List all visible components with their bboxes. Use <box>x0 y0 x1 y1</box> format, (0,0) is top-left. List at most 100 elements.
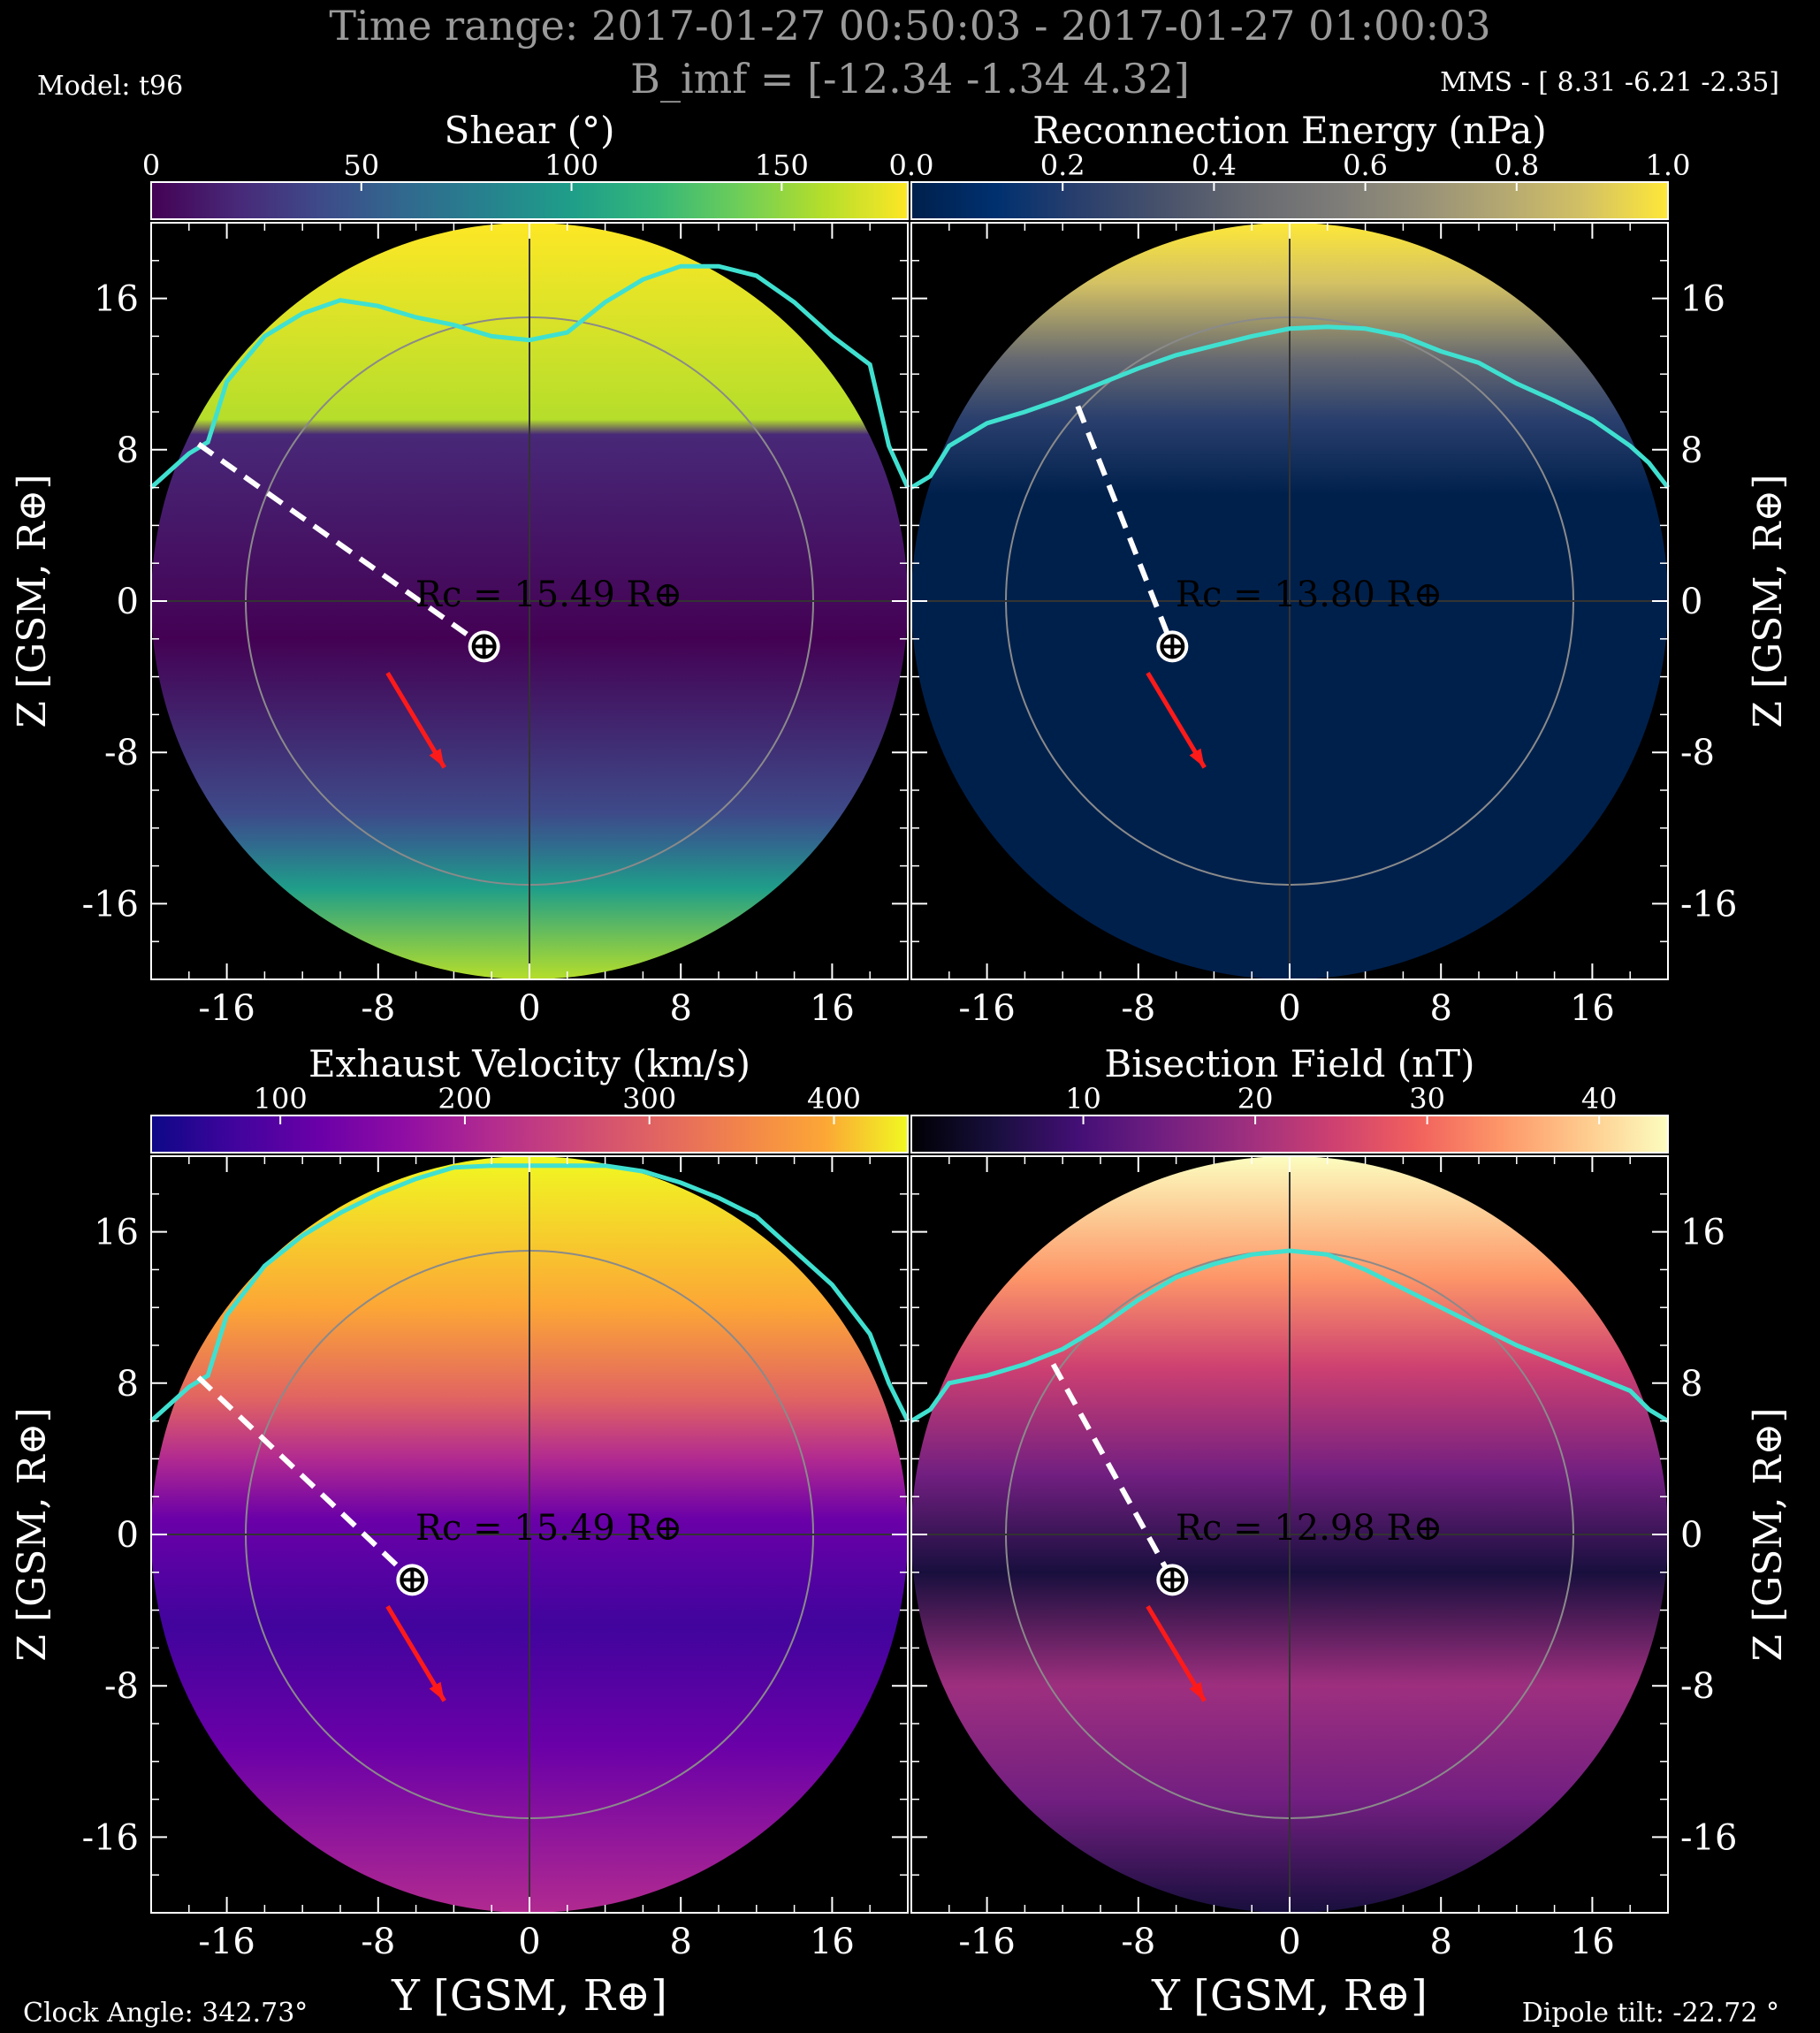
imf-label: B_imf = [-12.34 -1.34 4.32] <box>630 55 1190 103</box>
x-tick-label: -8 <box>361 988 395 1029</box>
y-tick-label: -16 <box>82 1817 139 1858</box>
panel-top-left: Shear (°) 0 50 100 150 Rc = 15.49 R⊕ -16 -8 0 8 16… <box>10 109 910 1029</box>
colorbar-tick-label: 0 <box>142 148 160 182</box>
x-tick-label: -8 <box>1121 1922 1155 1962</box>
rc-label: Rc = 15.49 R⊕ <box>415 1508 682 1549</box>
reconnection-line <box>196 1375 415 1582</box>
y-tick-label: 16 <box>94 1213 139 1253</box>
direction-arrow-head <box>429 748 445 768</box>
y-axis-label: Z [GSM, R⊕] <box>1746 474 1791 727</box>
y-tick-label: -8 <box>104 733 139 773</box>
x-axis-label: Y [GSM, R⊕] <box>1151 1971 1428 2021</box>
colorbar-tick-label: 0.8 <box>1494 148 1539 182</box>
y-tick-label: 8 <box>1680 430 1702 471</box>
direction-arrow <box>385 1605 446 1702</box>
x-tick-label: 16 <box>810 988 855 1029</box>
colorbar-tick-label: 400 <box>807 1082 861 1115</box>
colorbar-label: Reconnection Energy (nPa) <box>1032 109 1547 152</box>
colorbar-tick-label: 10 <box>1065 1082 1101 1115</box>
direction-arrow-head <box>429 1681 445 1702</box>
model-label: Model: t96 <box>37 71 184 102</box>
mms-position-label: MMS - [ 8.31 -6.21 -2.35] <box>1440 67 1779 98</box>
y-tick-label: 8 <box>1680 1364 1702 1405</box>
direction-arrow <box>385 672 446 769</box>
magnetopause-line <box>910 324 1670 490</box>
x-tick-label: 16 <box>810 1922 855 1962</box>
x-tick-label: 8 <box>669 988 691 1029</box>
reconnection-line <box>196 441 486 649</box>
colorbar <box>151 1115 908 1153</box>
direction-arrow <box>1146 1605 1207 1702</box>
x-tick-label: 16 <box>1570 988 1615 1029</box>
x-tick-label: 8 <box>1429 1922 1451 1962</box>
colorbar-tick-label: 1.0 <box>1646 148 1691 182</box>
figure-title: Time range: 2017-01-27 00:50:03 - 2017-0… <box>329 2 1491 49</box>
rc-label: Rc = 15.49 R⊕ <box>415 575 682 615</box>
y-tick-label: 16 <box>1680 1213 1725 1253</box>
colorbar-frame <box>150 1115 909 1154</box>
y-axis-label: Z [GSM, R⊕] <box>10 474 55 727</box>
colorbar-tick-label: 100 <box>544 148 598 182</box>
y-tick-label: -16 <box>82 884 139 925</box>
y-tick-label: 0 <box>117 582 139 622</box>
clock-angle-label: Clock Angle: 342.73° <box>23 1998 308 2029</box>
colorbar-tick-label: 200 <box>438 1082 491 1115</box>
y-tick-label: -16 <box>1680 1817 1737 1858</box>
y-tick-label: -16 <box>1680 884 1737 925</box>
reconnection-line <box>1050 1362 1175 1581</box>
rc-label: Rc = 12.98 R⊕ <box>1176 1508 1443 1549</box>
direction-arrow <box>1146 672 1207 769</box>
x-tick-label: 8 <box>669 1922 691 1962</box>
y-tick-label: 8 <box>117 430 139 471</box>
y-tick-label: 0 <box>1680 582 1702 622</box>
colorbar-tick-label: 30 <box>1409 1082 1445 1115</box>
magnetopause-line <box>149 263 910 490</box>
colorbar <box>151 182 908 219</box>
colorbar-label: Exhaust Velocity (km/s) <box>308 1042 750 1085</box>
colorbar <box>911 1115 1668 1153</box>
x-tick-label: -16 <box>958 1922 1015 1962</box>
colorbar-frame <box>910 181 1669 220</box>
colorbar-tick-label: 0.6 <box>1343 148 1388 182</box>
colorbar-frame <box>150 181 909 220</box>
colorbar-tick-label: 0.2 <box>1040 148 1085 182</box>
y-tick-label: 0 <box>117 1515 139 1556</box>
x-tick-label: -8 <box>361 1922 395 1962</box>
y-tick-label: 16 <box>94 279 139 320</box>
y-tick-label: -8 <box>104 1666 139 1707</box>
reconnection-line <box>1075 405 1176 648</box>
colorbar-tick-label: 150 <box>755 148 809 182</box>
colorbar-label: Shear (°) <box>445 109 615 152</box>
colorbar-tick-label: 0.0 <box>889 148 934 182</box>
x-tick-label: 8 <box>1429 988 1451 1029</box>
dipole-tilt-label: Dipole tilt: -22.72 ° <box>1521 1998 1779 2029</box>
x-tick-label: -16 <box>198 1922 255 1962</box>
x-tick-label: -16 <box>958 988 1015 1029</box>
panel-bottom-left: Exhaust Velocity (km/s)100 200 300 400 Rc = … <box>10 1042 910 2021</box>
y-axis-label: Z [GSM, R⊕] <box>1746 1407 1791 1661</box>
x-axis-label: Y [GSM, R⊕] <box>391 1971 667 2021</box>
y-tick-label: 0 <box>1680 1515 1702 1556</box>
direction-arrow-head <box>1189 748 1205 768</box>
panel-top-right: Reconnection Energy (nPa) 0.0 0.2 0.4 0.6 0.8… <box>889 109 1791 1029</box>
colorbar-tick-label: 100 <box>254 1082 308 1115</box>
y-tick-label: 16 <box>1680 279 1725 320</box>
x-tick-label: -8 <box>1121 988 1155 1029</box>
x-tick-label: 0 <box>1278 988 1300 1029</box>
direction-arrow-head <box>1189 1681 1205 1702</box>
x-tick-label: 0 <box>518 1922 540 1962</box>
colorbar-tick-label: 300 <box>622 1082 676 1115</box>
colorbar-tick-label: 40 <box>1581 1082 1618 1115</box>
y-tick-label: -8 <box>1680 733 1715 773</box>
x-tick-label: 16 <box>1570 1922 1615 1962</box>
x-tick-label: 0 <box>518 988 540 1029</box>
y-axis-label: Z [GSM, R⊕] <box>10 1407 55 1661</box>
panel-bottom-right: Bisection Field (nT)10 20 30 40 Rc = 12.98 R… <box>910 1042 1791 2021</box>
rc-label: Rc = 13.80 R⊕ <box>1176 575 1443 615</box>
colorbar-tick-label: 50 <box>343 148 379 182</box>
x-tick-label: 0 <box>1278 1922 1300 1962</box>
x-tick-label: -16 <box>198 988 255 1029</box>
colorbar-frame <box>910 1115 1669 1154</box>
